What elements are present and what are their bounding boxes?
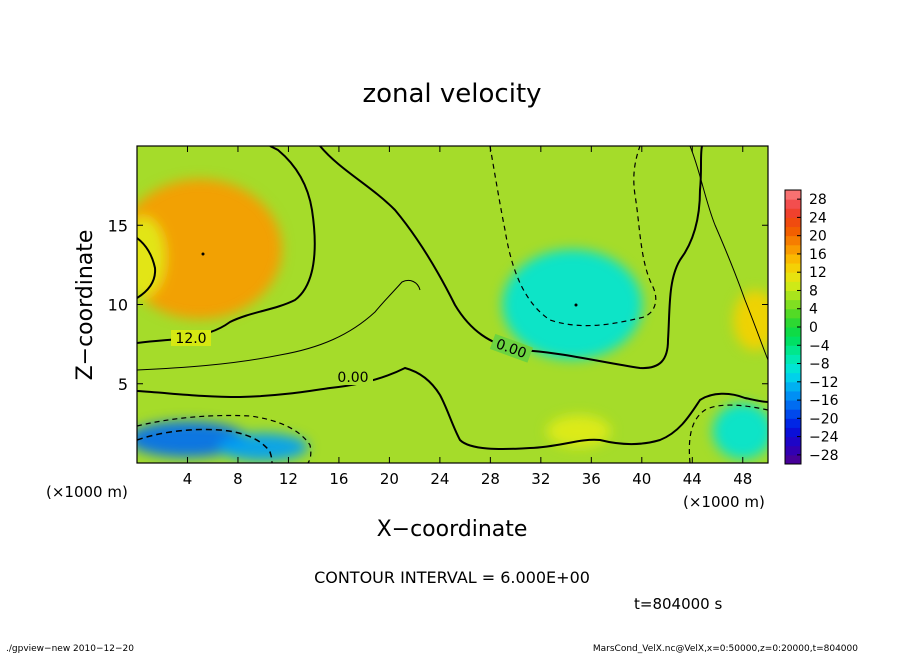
contour-neg-twelve-bottom <box>137 428 273 463</box>
colorbar-label: 8 <box>809 283 818 299</box>
colorbar-cell <box>785 263 801 273</box>
colorbar-label: 24 <box>809 210 827 226</box>
x-tick-label: 20 <box>380 470 399 488</box>
contour-six <box>137 279 421 371</box>
colorbar-label: −28 <box>809 448 839 464</box>
colorbar-cell <box>785 409 801 419</box>
field-feature <box>137 179 283 320</box>
footer-left: ./gpview−new 2010−12−20 <box>6 644 134 654</box>
contour-neg-six-right <box>688 404 768 463</box>
colorbar-label: 0 <box>809 320 818 336</box>
colorbar-cell <box>785 400 801 410</box>
colorbar-label: −16 <box>809 393 839 409</box>
plot-area: 12.0 0.00 0.00 <box>137 146 768 463</box>
x-tick-label: 28 <box>481 470 500 488</box>
field-feature <box>502 249 643 360</box>
time-label: t=804000 s <box>634 595 722 613</box>
contour-zero-lower <box>137 366 768 451</box>
x-tick-label: 40 <box>632 470 651 488</box>
colorbar-label: −20 <box>809 411 839 427</box>
contour-zero-upper <box>319 146 703 370</box>
y-ticks: 5 10 15 <box>108 216 768 394</box>
colorbar-cell <box>785 436 801 447</box>
x-unit-right: (×1000 m) <box>683 493 765 511</box>
field-feature <box>546 415 611 448</box>
colorbar-label: −8 <box>809 357 830 373</box>
contour-label-12: 12.0 <box>175 331 206 347</box>
colorbar-cell <box>785 208 801 218</box>
colorbar-cell <box>785 226 801 237</box>
field-feature <box>733 290 768 351</box>
colorbar-cell <box>785 363 801 374</box>
y-tick-label: 15 <box>108 216 128 235</box>
colorbar-cell <box>785 235 801 246</box>
colorbar-cell <box>785 381 801 392</box>
y-tick-label: 10 <box>108 296 128 315</box>
colorbar-cell <box>785 299 801 310</box>
y-tick-label: 5 <box>118 375 128 394</box>
x-tick-label: 32 <box>531 470 550 488</box>
colorbar-label: 4 <box>809 302 818 318</box>
contour-neg-six-bottom <box>137 414 312 463</box>
colorbar: 28 24 20 16 12 8 4 0 −4 −8 −12 −16 −20 −24 −28 <box>784 189 839 465</box>
colorbar-label: 28 <box>809 192 827 208</box>
colorbar-cell <box>785 390 801 401</box>
velocity-field <box>137 179 768 462</box>
x-tick-label: 44 <box>683 470 702 488</box>
colorbar-label: 16 <box>809 247 827 263</box>
colorbar-cell <box>785 427 801 438</box>
x-tick-label: 16 <box>329 470 348 488</box>
contour-label-12-bg <box>171 330 211 346</box>
minimum-marker <box>574 303 578 307</box>
colorbar-cell <box>785 345 801 355</box>
contour-label-zero-a: 0.00 <box>337 370 368 386</box>
colorbar-label: −4 <box>809 338 830 354</box>
colorbar-cell <box>785 317 801 328</box>
x-axis-label: X−coordinate <box>377 517 528 542</box>
colorbar-cell <box>785 372 801 383</box>
colorbar-cell <box>785 336 801 346</box>
colorbar-cell <box>785 281 801 291</box>
x-unit-left: (×1000 m) <box>46 483 128 501</box>
colorbar-label: −12 <box>809 375 839 391</box>
colorbar-cell <box>785 418 801 428</box>
colorbar-cell <box>785 445 801 456</box>
y-axis-label: Z−coordinate <box>73 230 98 381</box>
field-feature <box>218 433 309 462</box>
colorbar-cell <box>785 454 801 465</box>
field-feature <box>712 403 768 460</box>
x-tick-label: 24 <box>430 470 449 488</box>
contour-lines <box>137 146 768 463</box>
colorbar-cell <box>785 244 801 255</box>
maximum-marker <box>201 252 205 256</box>
colorbar-cell <box>785 253 801 264</box>
contour-label-zero-a-bg <box>333 369 373 385</box>
x-tick-label: 4 <box>183 470 193 488</box>
colorbar-label: 20 <box>809 229 827 245</box>
x-ticks: 4 8 12 16 20 24 28 32 36 40 44 48 <box>183 146 752 488</box>
x-tick-label: 12 <box>279 470 298 488</box>
x-tick-label: 36 <box>582 470 601 488</box>
contour-six-right <box>689 146 768 361</box>
x-tick-label: 48 <box>733 470 752 488</box>
colorbar-cell <box>785 327 801 337</box>
colorbar-label: 12 <box>809 265 827 281</box>
colorbar-cell <box>785 190 801 200</box>
contour-neg-six-upper <box>489 146 657 327</box>
chart-title: zonal velocity <box>362 79 541 109</box>
contour-label-zero-b-bg <box>489 333 533 363</box>
x-tick-label: 8 <box>233 470 243 488</box>
colorbar-cell <box>785 217 801 228</box>
footer-right: MarsCond_VelX.nc@VelX,x=0:50000,z=0:2000… <box>593 644 858 654</box>
contour-zero-left <box>137 237 157 299</box>
colorbar-cell <box>785 308 801 319</box>
colorbar-label: −24 <box>809 430 839 446</box>
colorbar-cell <box>785 290 801 301</box>
colorbar-cell <box>785 199 801 209</box>
colorbar-cell <box>785 354 801 365</box>
colorbar-cell <box>785 272 801 282</box>
contour-interval: CONTOUR INTERVAL = 6.000E+00 <box>314 568 590 587</box>
